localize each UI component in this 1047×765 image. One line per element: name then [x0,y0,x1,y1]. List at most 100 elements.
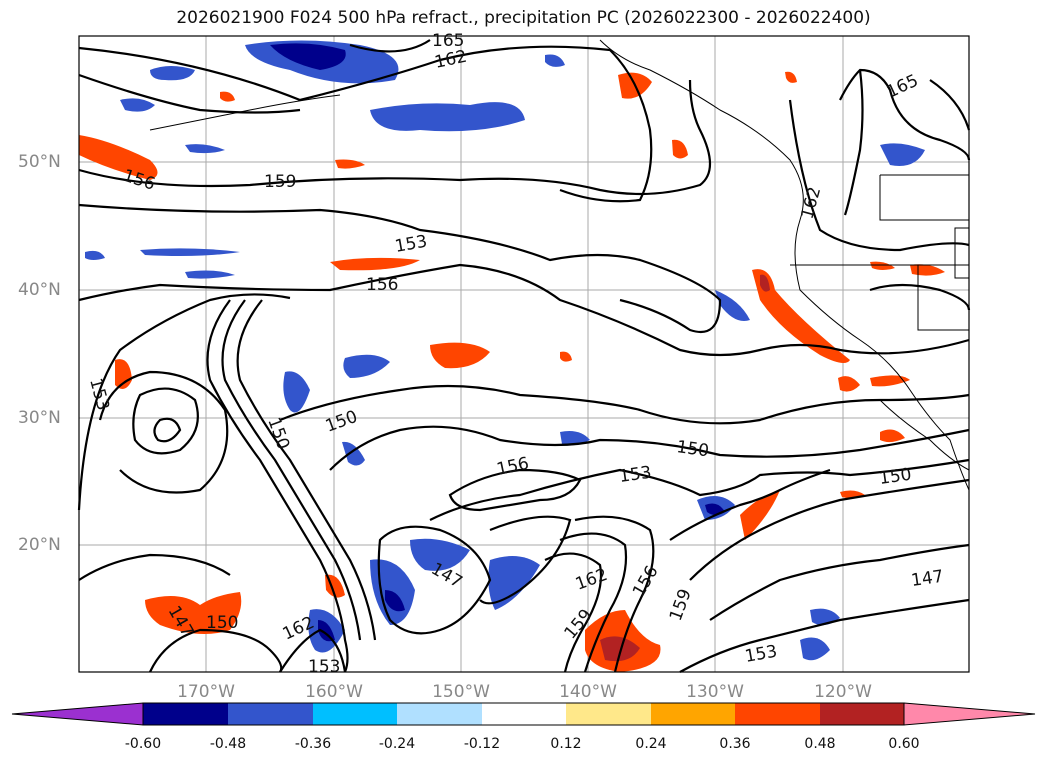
contour-label: 150 [878,465,913,489]
contour-label: 156 [366,275,398,295]
contour-line [78,79,711,196]
pos-blob [752,269,850,364]
contour-line [689,478,970,581]
colorbar-bin [482,703,566,725]
lon-label: 130°W [686,682,744,702]
neg-blob [85,250,105,260]
pos-blob [115,359,132,389]
colorbar-bin [313,703,397,725]
contour-line [77,293,291,511]
colorbar-bin [143,703,228,725]
lon-label: 150°W [432,682,490,702]
contour-line [78,553,231,581]
pos-blob [880,429,905,443]
pos-blob [220,91,235,102]
colorbar [11,702,1036,726]
pos-blob [79,135,158,180]
contour-line [78,73,301,114]
contour-line [839,68,971,161]
lon-label: 170°W [177,682,235,702]
coastline [599,39,970,491]
contour-line [98,370,229,494]
contour-line [78,203,722,333]
refractivity-contours [77,39,971,673]
lat-label: 50°N [18,152,61,172]
neg-blob [185,270,235,279]
pos-blob [430,342,490,369]
contour-line [448,468,582,512]
contour-line [236,299,377,641]
colorbar-tick-label: 0.12 [550,736,582,752]
neg-blob [370,102,525,132]
neg-blob [488,556,540,610]
contour-line [377,525,492,635]
pos-blob [785,71,797,83]
contour-line [679,598,970,673]
pos-blob [335,159,365,169]
lon-label: 120°W [814,682,872,702]
neg-blob [150,66,195,81]
contour-label: 150 [206,613,238,633]
contour-line [559,532,628,673]
neg-blob [120,98,155,112]
colorbar-bin [651,703,735,725]
contour-line [221,299,362,641]
pos-blob [760,274,770,292]
neg-blob [283,371,310,413]
colorbar-extend-low [11,702,144,726]
contour-label: 153 [618,463,653,487]
contour-label: 150 [675,437,710,461]
coastline [917,265,969,331]
contour-line [206,299,349,673]
lat-label: 40°N [18,280,61,300]
contour-line [788,99,970,252]
contour-line [869,283,971,311]
coastline [149,94,341,131]
coastlines [149,39,970,491]
colorbar-tick-label: 0.48 [804,736,836,752]
contour-label: 153 [308,657,340,677]
coastline [879,399,970,471]
contour-line [709,543,970,621]
colorbar-tick-label: -0.48 [209,736,247,752]
contour-line [132,387,199,455]
colorbar-tick-label: -0.24 [378,736,416,752]
contour-line [929,79,971,131]
contour-line [544,552,603,673]
lat-label: 30°N [18,408,61,428]
contour-line [329,425,970,471]
colorbar-bin [566,703,651,725]
colorbar-tick-label: 0.60 [888,736,920,752]
neg-blob [715,290,750,321]
lon-label: 140°W [559,682,617,702]
contour-line [279,628,347,673]
chart-title: 2026021900 F024 500 hPa refract., precip… [176,8,871,28]
contour-label: 165 [432,31,464,51]
contour-line [669,468,831,541]
pos-blob [910,264,945,276]
contour-line [78,263,970,357]
contour-line [574,515,655,673]
map-frame [78,35,970,673]
colorbar-bin [397,703,482,725]
colorbar-bin [228,703,313,725]
pos-blob [330,257,420,271]
contour-line [153,417,182,443]
colorbar-tick-label: -0.12 [463,736,501,752]
contour-line [843,69,864,216]
contour-label: 147 [910,567,945,591]
contour-line [429,458,970,521]
contour-line [149,628,283,673]
pos-blob [145,592,242,634]
colorbar-bin [735,703,820,725]
neg-blob [342,441,365,466]
colorbar-tick-label: -0.60 [124,736,162,752]
pos-blob [870,375,910,387]
lat-label: 20°N [18,535,61,555]
contour-line [279,384,970,425]
neg-blob [560,431,590,446]
contour-label: 159 [264,172,296,192]
coastline [879,175,969,221]
pos-blob [870,261,895,270]
